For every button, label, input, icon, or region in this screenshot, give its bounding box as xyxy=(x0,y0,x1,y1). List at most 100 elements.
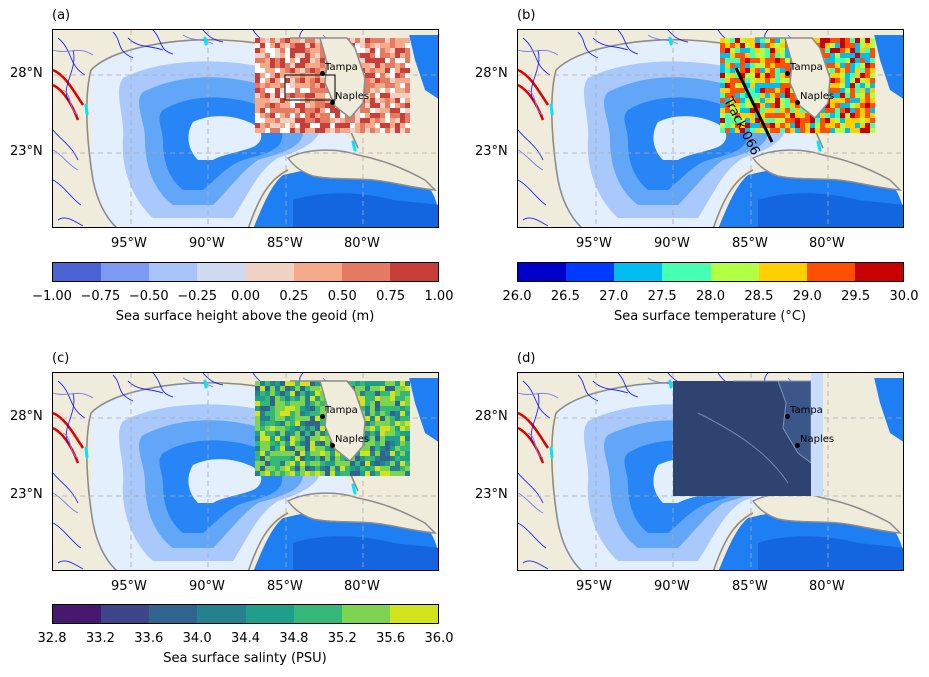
city-label-naples: Naples xyxy=(335,91,370,102)
lon-tick-85: 85°W xyxy=(267,236,303,251)
map-svg xyxy=(518,373,903,570)
panel-label-a: (a) xyxy=(52,8,71,23)
colorbar-tick-label: −1.00 xyxy=(32,289,72,304)
colorbar-tick-label: 34.4 xyxy=(231,631,260,646)
colorbar-tick-label: 32.8 xyxy=(37,631,67,646)
lat-tick-23: 23°N xyxy=(10,487,43,502)
city-label-tampa: Tampa xyxy=(790,62,823,73)
colorbar-tick-label: 1.00 xyxy=(424,289,454,304)
lon-tick-95: 95°W xyxy=(576,579,612,594)
colorbar-tick-label: 30.0 xyxy=(889,289,919,304)
colorbar-segment xyxy=(389,263,438,281)
lon-tick-85: 85°W xyxy=(267,579,303,594)
lon-tick-80: 80°W xyxy=(344,579,380,594)
colorbar-segment xyxy=(197,605,246,623)
colorbar-tick-label: 0.75 xyxy=(376,289,406,304)
colorbar-segment xyxy=(53,605,102,623)
lat-tick-28: 28°N xyxy=(475,66,508,81)
colorbar-segment xyxy=(389,605,438,623)
panel-label-c: (c) xyxy=(52,351,70,366)
colorbar-segment xyxy=(101,263,150,281)
city-label-naples: Naples xyxy=(335,434,370,445)
map-svg xyxy=(53,30,438,227)
city-marker-tampa xyxy=(320,71,325,76)
colorbar-segment xyxy=(341,263,390,281)
lon-tick-95: 95°W xyxy=(111,579,147,594)
colorbar-label-ssh: Sea surface height above the geoid (m) xyxy=(115,309,375,324)
colorbar-segment xyxy=(245,263,294,281)
city-label-naples: Naples xyxy=(800,91,835,102)
lon-tick-90: 90°W xyxy=(654,236,690,251)
colorbar-segment xyxy=(566,263,615,281)
city-marker-naples xyxy=(795,443,800,448)
lat-tick-23: 23°N xyxy=(10,144,43,159)
colorbar-segment xyxy=(854,263,903,281)
panel-label-d: (d) xyxy=(517,351,536,366)
map-svg: Track 066 xyxy=(518,30,903,227)
colorbar-tick-label: 29.0 xyxy=(792,289,822,304)
city-marker-tampa xyxy=(785,71,790,76)
city-marker-tampa xyxy=(320,414,325,419)
lon-tick-95: 95°W xyxy=(111,236,147,251)
colorbar-tick-label: 29.5 xyxy=(841,289,871,304)
colorbar-segment xyxy=(245,605,294,623)
lon-tick-85: 85°W xyxy=(732,579,768,594)
colorbar-label-sst: Sea surface temperature (°C) xyxy=(613,309,807,324)
city-marker-naples xyxy=(795,100,800,105)
colorbar-tick-label: 34.8 xyxy=(279,631,309,646)
colorbar-segment xyxy=(518,263,567,281)
colorbar-tick-label: 27.5 xyxy=(647,289,677,304)
colorbar-segment xyxy=(197,263,246,281)
lon-tick-80: 80°W xyxy=(809,236,845,251)
city-marker-tampa xyxy=(785,414,790,419)
colorbar-ssh xyxy=(52,262,439,282)
colorbar-tick-label: 26.0 xyxy=(502,289,532,304)
colorbar-tick-label: 34.0 xyxy=(182,631,212,646)
city-marker-naples xyxy=(330,443,335,448)
colorbar-segment xyxy=(614,263,663,281)
map-panel-c xyxy=(52,372,439,571)
colorbar-tick-label: 35.2 xyxy=(327,631,357,646)
city-label-naples: Naples xyxy=(800,434,835,445)
city-marker-naples xyxy=(330,100,335,105)
colorbar-tick-label: 33.6 xyxy=(134,631,164,646)
colorbar-sst xyxy=(517,262,904,282)
colorbar-tick-label: 35.6 xyxy=(376,631,406,646)
colorbar-tick-label: 33.2 xyxy=(85,631,115,646)
colorbar-tick-label: 0.50 xyxy=(327,289,357,304)
lat-tick-28: 28°N xyxy=(10,66,43,81)
lat-tick-23: 23°N xyxy=(475,144,508,159)
lat-tick-23: 23°N xyxy=(475,487,508,502)
map-panel-d xyxy=(517,372,904,571)
colorbar-segment xyxy=(149,263,198,281)
colorbar-tick-label: 0.25 xyxy=(279,289,309,304)
colorbar-label-sss: Sea surface salinty (PSU) xyxy=(163,651,327,666)
colorbar-segment xyxy=(341,605,390,623)
colorbar-segment xyxy=(293,263,342,281)
city-label-tampa: Tampa xyxy=(325,62,358,73)
colorbar-tick-label: 26.5 xyxy=(550,289,580,304)
lon-tick-80: 80°W xyxy=(344,236,380,251)
panel-label-b: (b) xyxy=(517,8,536,23)
colorbar-segment xyxy=(149,605,198,623)
colorbar-tick-label: 28.0 xyxy=(696,289,725,304)
lon-tick-90: 90°W xyxy=(189,236,225,251)
colorbar-segment xyxy=(710,263,759,281)
colorbar-segment xyxy=(758,263,807,281)
lat-tick-28: 28°N xyxy=(10,409,43,424)
colorbar-sss xyxy=(52,604,439,624)
lon-tick-90: 90°W xyxy=(189,579,225,594)
city-label-tampa: Tampa xyxy=(325,405,358,416)
colorbar-segment xyxy=(101,605,150,623)
lon-tick-85: 85°W xyxy=(732,236,768,251)
colorbar-tick-label: 0.00 xyxy=(231,289,260,304)
colorbar-tick-label: 27.0 xyxy=(599,289,629,304)
colorbar-tick-label: −0.75 xyxy=(80,289,121,304)
lat-tick-28: 28°N xyxy=(475,409,508,424)
lon-tick-90: 90°W xyxy=(654,579,690,594)
colorbar-segment xyxy=(293,605,342,623)
lon-tick-80: 80°W xyxy=(809,579,845,594)
colorbar-segment xyxy=(53,263,102,281)
colorbar-segment xyxy=(662,263,711,281)
satellite-track-line xyxy=(734,67,774,143)
